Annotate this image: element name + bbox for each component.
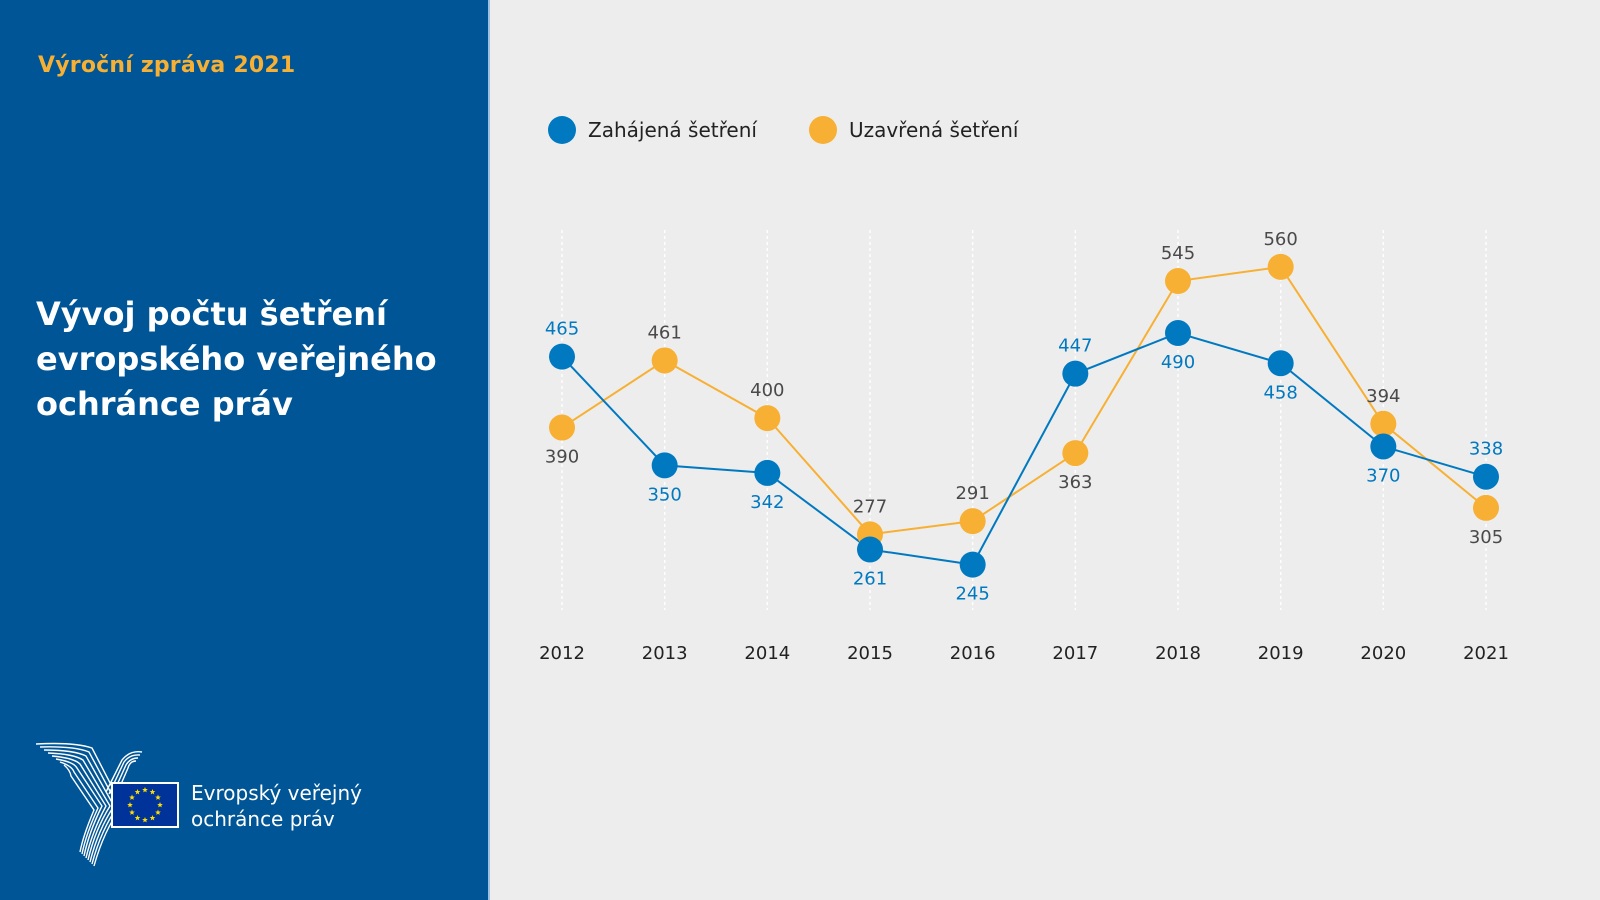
eu-star-icon — [142, 787, 148, 793]
legend-label-opened: Zahájená šetření — [588, 118, 757, 142]
data-point-opened-2013 — [651, 452, 678, 479]
data-label-opened-2017: 447 — [1058, 336, 1092, 357]
data-point-opened-2015 — [857, 536, 883, 563]
series-points — [549, 253, 1499, 578]
eu-star-icon — [129, 809, 135, 815]
data-point-opened-2018 — [1165, 320, 1191, 347]
eu-star-icon — [142, 817, 148, 823]
eu-star-icon — [149, 789, 156, 795]
data-label-opened-2018: 490 — [1161, 352, 1195, 373]
x-tick-label-2015: 2015 — [847, 643, 893, 664]
x-tick-label-2018: 2018 — [1155, 643, 1201, 664]
eu-flag-icon — [111, 782, 179, 828]
panel-divider — [488, 0, 490, 900]
data-point-closed-2014 — [754, 405, 781, 432]
logo-text: Evropský veřejný ochránce práv — [191, 780, 362, 832]
data-label-closed-2016: 291 — [955, 483, 989, 504]
x-tick-label-2017: 2017 — [1052, 643, 1098, 664]
series-line-closed — [561, 265, 1487, 536]
logo-text-line2: ochránce práv — [191, 807, 335, 831]
european-ombudsman-logo — [35, 742, 179, 867]
data-label-closed-2018: 545 — [1161, 243, 1195, 264]
eu-star-icon — [157, 802, 163, 808]
data-label-opened-2016: 245 — [955, 584, 989, 605]
data-label-closed-2021: 305 — [1469, 527, 1503, 548]
legend-item-opened: Zahájená šetření — [548, 116, 757, 144]
data-label-opened-2012: 465 — [545, 319, 579, 340]
data-label-opened-2019: 458 — [1263, 382, 1297, 403]
data-label-opened-2021: 338 — [1469, 439, 1503, 460]
data-point-opened-2017 — [1062, 360, 1089, 387]
data-point-closed-2019 — [1267, 253, 1294, 280]
data-point-closed-2013 — [651, 347, 678, 374]
data-label-opened-2015: 261 — [853, 569, 887, 590]
grid-lines — [561, 230, 1487, 610]
data-point-closed-2012 — [549, 414, 575, 441]
page-title: Vývoj počtu šetření evropského veřejného… — [36, 295, 437, 423]
x-tick-label-2013: 2013 — [642, 643, 688, 664]
eu-star-icon — [134, 814, 141, 821]
data-point-opened-2014 — [754, 459, 781, 486]
data-point-opened-2019 — [1267, 350, 1294, 377]
data-label-opened-2014: 342 — [750, 492, 784, 513]
eu-star-icon — [127, 802, 133, 808]
legend-marker-closed-icon — [808, 116, 837, 144]
data-label-closed-2019: 560 — [1263, 229, 1297, 250]
data-label-opened-2013: 350 — [647, 484, 681, 505]
ombudsman-wing-icon — [35, 742, 143, 867]
data-point-opened-2020 — [1370, 433, 1397, 460]
data-point-closed-2020 — [1370, 410, 1397, 437]
eu-star-icon — [134, 789, 141, 795]
legend-marker-opened-icon — [548, 116, 576, 144]
report-label: Výroční zpráva 2021 — [38, 53, 296, 78]
x-tick-label-2016: 2016 — [950, 643, 996, 664]
data-point-closed-2017 — [1062, 440, 1089, 467]
data-label-opened-2020: 370 — [1366, 465, 1400, 486]
chart-legend: Zahájená šetření Uzavřená šetření — [548, 116, 1070, 144]
data-label-closed-2013: 461 — [647, 322, 681, 343]
data-point-closed-2021 — [1473, 494, 1499, 521]
data-label-closed-2020: 394 — [1366, 386, 1400, 407]
x-tick-label-2021: 2021 — [1463, 643, 1509, 664]
data-labels: 390 461 400 277 291 363 545 560 394 305 465 350 342 2… — [545, 229, 1503, 605]
eu-star-icon — [149, 814, 156, 821]
series-line-opened — [561, 331, 1487, 566]
series-lines — [561, 265, 1487, 566]
data-point-opened-2012 — [549, 343, 575, 370]
data-label-closed-2015: 277 — [853, 496, 887, 517]
logo-text-line1: Evropský veřejný — [191, 781, 362, 805]
x-tick-label-2014: 2014 — [744, 643, 790, 664]
eu-star-icon — [129, 794, 135, 800]
x-tick-label-2012: 2012 — [539, 643, 585, 664]
data-label-closed-2014: 400 — [750, 380, 784, 401]
data-point-closed-2018 — [1165, 268, 1191, 295]
x-axis-ticks: 2012 2013 2014 2015 2016 2017 2018 2019 2020 2021 — [539, 643, 1509, 664]
x-tick-label-2019: 2019 — [1258, 643, 1304, 664]
eu-star-icon — [155, 794, 161, 800]
eu-star-icon — [155, 809, 161, 815]
data-label-closed-2012: 390 — [545, 447, 579, 468]
data-point-opened-2016 — [959, 551, 986, 578]
legend-label-closed: Uzavřená šetření — [848, 118, 1019, 142]
data-point-closed-2016 — [959, 508, 986, 535]
data-point-opened-2021 — [1473, 463, 1499, 490]
data-label-closed-2017: 363 — [1058, 472, 1092, 493]
x-tick-label-2020: 2020 — [1360, 643, 1406, 664]
legend-item-closed: Uzavřená šetření — [808, 116, 1019, 144]
